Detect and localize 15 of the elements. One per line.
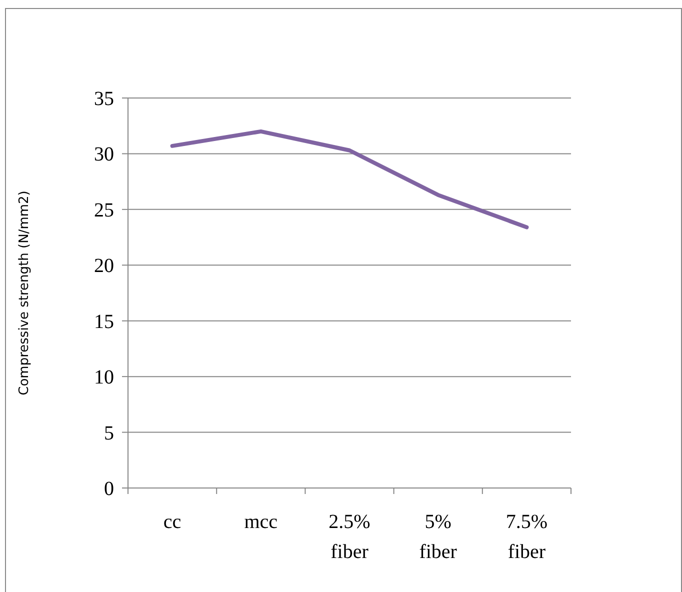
x-tick-label: 2.5% fiber	[328, 511, 370, 563]
x-tick-label: cc	[163, 511, 182, 533]
x-tick-label: 5% fiber	[419, 511, 458, 563]
y-tick-label: 5	[104, 422, 114, 444]
y-tick-label: 30	[94, 144, 114, 166]
y-tick-label: 35	[94, 88, 114, 110]
x-tick-label: 7.5% fiber	[506, 511, 548, 563]
y-tick-label: 25	[94, 199, 114, 222]
x-tick-label: mcc	[244, 511, 278, 533]
y-tick-label: 15	[94, 310, 114, 333]
line-series	[170, 129, 529, 230]
y-tick-label: 10	[94, 366, 114, 389]
y-tick-label: 20	[94, 255, 114, 278]
y-tick-label: 0	[104, 478, 114, 500]
y-axis-title: Compressive strength (N/mm2)	[17, 190, 32, 396]
